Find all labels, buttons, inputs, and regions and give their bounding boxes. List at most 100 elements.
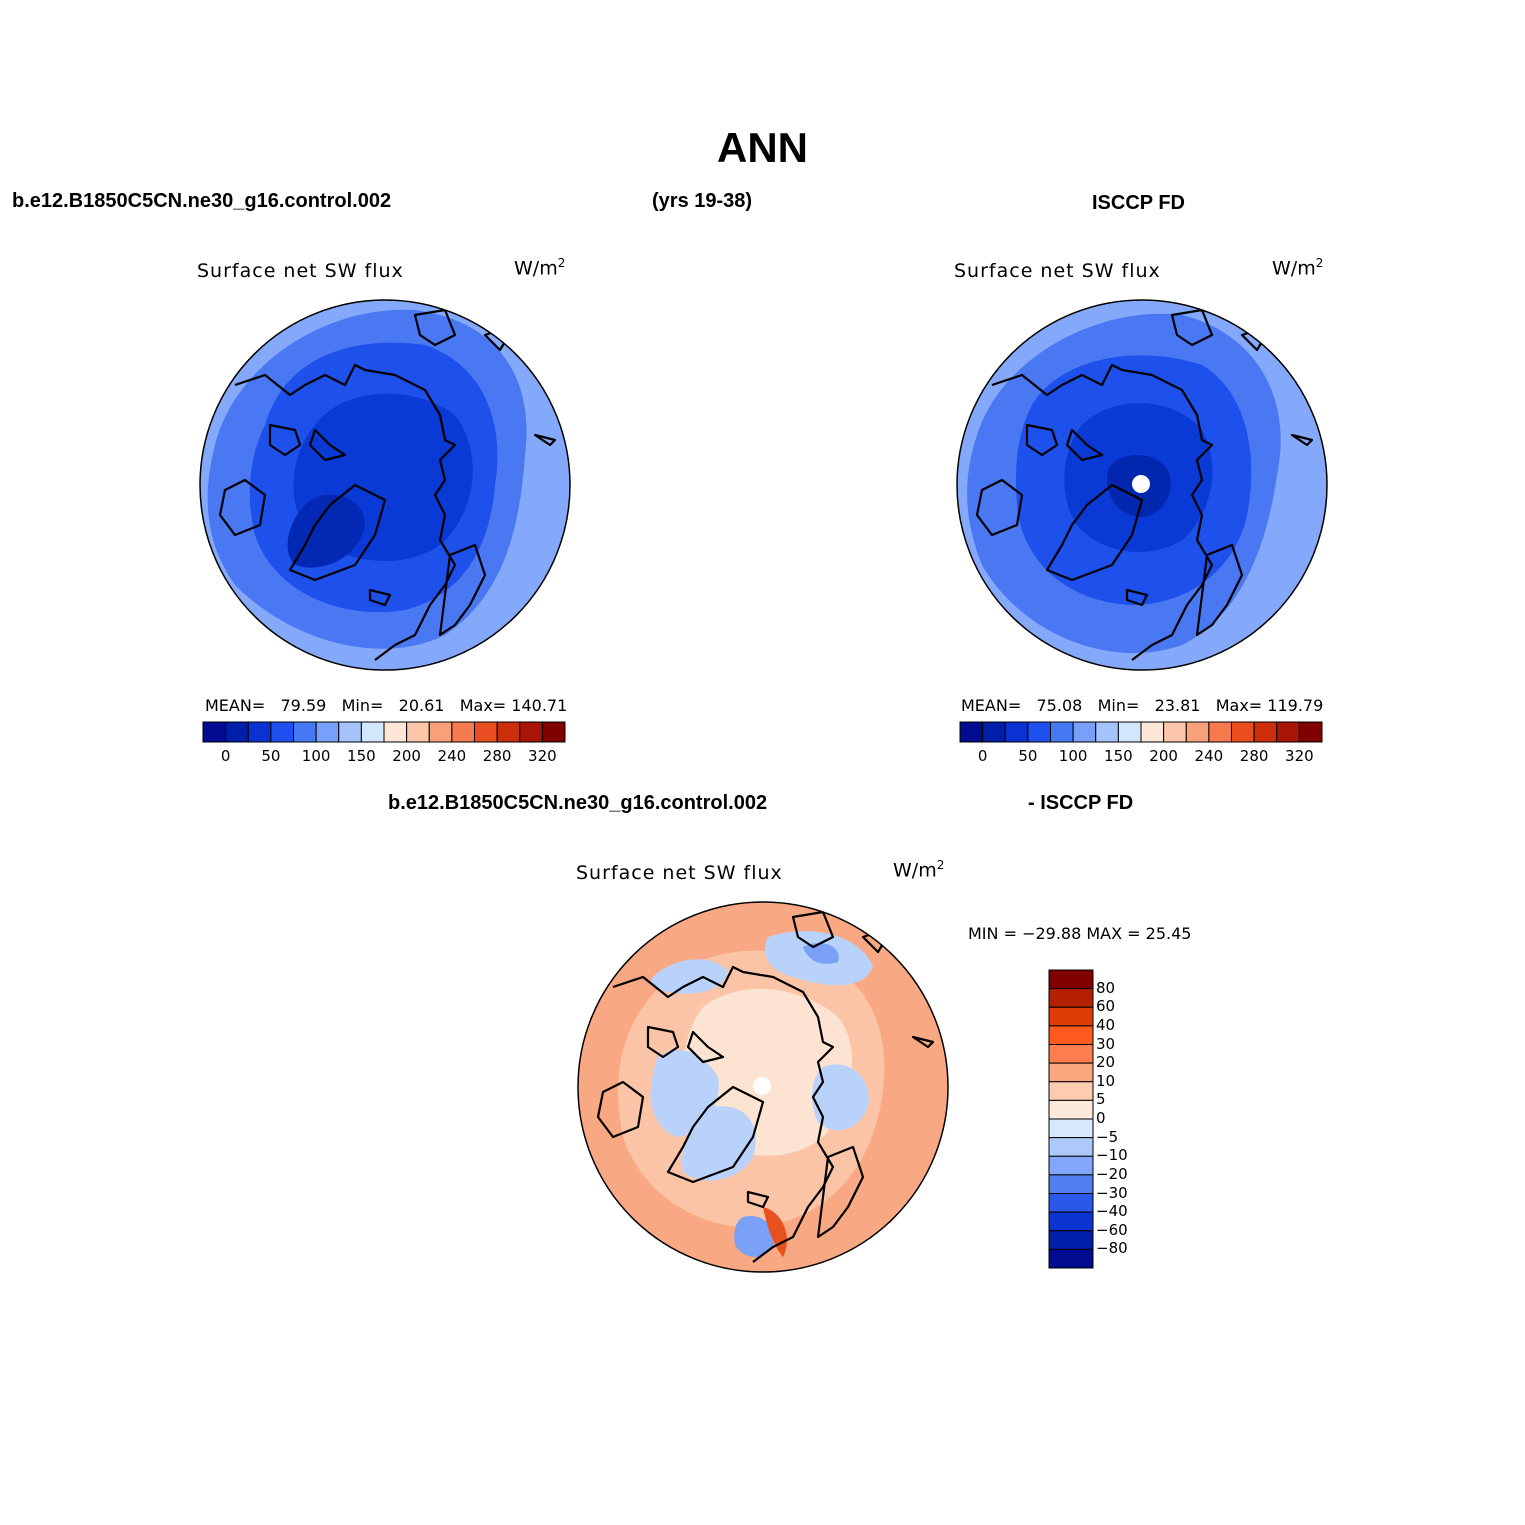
diff-colorbar-swatch — [1048, 1044, 1094, 1064]
colorbar-swatch — [293, 721, 317, 743]
colorbar-swatch — [383, 721, 408, 743]
diff-colorbar-tick-label: 0 — [1096, 1109, 1106, 1127]
colorbar-swatch — [474, 721, 498, 743]
diff-colorbar-swatch — [1048, 1118, 1094, 1139]
colorbar-swatch — [1095, 721, 1119, 743]
diff-units: W/m2 — [893, 858, 945, 882]
diff-colorbar-tick-label: −30 — [1096, 1183, 1128, 1202]
page-title: ANN — [717, 124, 808, 171]
diff-colorbar-tick-label: 40 — [1096, 1015, 1116, 1034]
colorbar-tick-label: 50 — [261, 747, 281, 765]
diff-colorbar-swatch — [1048, 1248, 1094, 1269]
colorbar-swatch — [1253, 721, 1278, 743]
colorbar-swatch — [1072, 721, 1097, 743]
model-stats: MEAN= 79.59 Min= 20.61 Max= 140.71 — [205, 696, 568, 715]
obs-pole-hole — [1132, 475, 1150, 493]
diff-colorbar-tick-label: 30 — [1096, 1034, 1116, 1053]
colorbar-tick-label: 200 — [392, 747, 421, 765]
colorbar-tick-label: 320 — [1285, 747, 1314, 765]
colorbar-swatch — [270, 721, 294, 743]
diff-colorbar-swatch — [1048, 969, 1094, 990]
diff-colorbar-swatch — [1048, 1099, 1094, 1120]
colorbar-swatch — [541, 721, 566, 743]
obs-stats: MEAN= 75.08 Min= 23.81 Max= 119.79 — [961, 696, 1324, 715]
colorbar-swatch — [519, 721, 543, 743]
colorbar-swatch — [1117, 721, 1142, 743]
diff-colorbar-swatch — [1048, 988, 1094, 1008]
diff-colorbar-tick-label: 10 — [1096, 1071, 1116, 1090]
colorbar-swatch — [428, 721, 453, 743]
colorbar-swatch — [406, 721, 430, 743]
diff-minmax: MIN = −29.88 MAX = 25.45 — [968, 924, 1192, 943]
colorbar-tick-label: 320 — [528, 747, 557, 765]
colorbar-tick-label: 150 — [347, 747, 376, 765]
diff-colorbar-swatch — [1048, 1006, 1094, 1027]
colorbar-swatch — [338, 721, 362, 743]
model-polar-map — [199, 299, 571, 671]
diff-colorbar-swatch — [1048, 1081, 1094, 1101]
diff-pole-hole — [753, 1077, 771, 1095]
colorbar-swatch — [202, 721, 227, 743]
diff-colorbar-swatch — [1048, 1174, 1094, 1194]
colorbar-tick-label: 0 — [977, 747, 988, 765]
diff-colorbar-swatch — [1048, 1230, 1094, 1250]
colorbar-swatch — [1208, 721, 1232, 743]
colorbar-tick-label: 100 — [301, 747, 331, 765]
colorbar-swatch — [360, 721, 385, 743]
diff-colorbar-tick-label: −5 — [1096, 1127, 1119, 1146]
obs-variable-title: Surface net SW flux — [954, 260, 1161, 282]
colorbar-tick-label: 240 — [437, 747, 467, 765]
diff-colorbar-tick-label: −20 — [1096, 1164, 1128, 1183]
diff-colorbar-tick-label: 20 — [1096, 1053, 1116, 1072]
diff-colorbar-tick-label: −60 — [1096, 1220, 1128, 1239]
diff-colorbar-swatch — [1048, 1155, 1094, 1176]
colorbar-swatch — [315, 721, 340, 743]
diff-polar-map — [577, 901, 949, 1273]
colorbar-tick-label: 200 — [1149, 747, 1178, 765]
colorbar-swatch — [982, 721, 1006, 743]
colorbar-swatch — [496, 721, 521, 743]
colorbar-swatch — [247, 721, 272, 743]
colorbar-swatch — [1027, 721, 1051, 743]
diff-colorbar-swatch — [1048, 1211, 1094, 1232]
colorbar-swatch — [1163, 721, 1187, 743]
colorbar-tick-label: 280 — [482, 747, 512, 765]
colorbar-tick-label: 150 — [1104, 747, 1133, 765]
colorbar-tick-label: 280 — [1239, 747, 1269, 765]
colorbar-swatch — [1276, 721, 1300, 743]
years-label: (yrs 19-38) — [652, 190, 753, 212]
colorbar-tick-label: 50 — [1018, 747, 1038, 765]
diff-colorbar-tick-label: −80 — [1096, 1239, 1128, 1258]
diff-colorbar-swatch — [1048, 1062, 1094, 1083]
colorbar-tick-label: 100 — [1058, 747, 1088, 765]
diff-colorbar-swatch — [1048, 1025, 1094, 1045]
model-variable-title: Surface net SW flux — [197, 260, 404, 282]
colorbar-swatch — [959, 721, 984, 743]
obs-name-label: ISCCP FD — [1092, 192, 1185, 214]
obs-colorbar — [959, 721, 1323, 743]
colorbar-swatch — [225, 721, 249, 743]
diff-colorbar-tick-label: 5 — [1096, 1090, 1106, 1109]
colorbar-swatch — [1140, 721, 1165, 743]
diff-case-name-label: b.e12.B1850C5CN.ne30_g16.control.002 — [388, 792, 768, 814]
diff-colorbar-swatch — [1048, 1193, 1094, 1213]
diff-colorbar — [1048, 969, 1094, 1269]
diff-colorbar-tick-label: 60 — [1096, 997, 1116, 1016]
colorbar-swatch — [1298, 721, 1323, 743]
obs-units: W/m2 — [1272, 256, 1324, 280]
case-name-label: b.e12.B1850C5CN.ne30_g16.control.002 — [12, 190, 392, 212]
model-units: W/m2 — [514, 256, 566, 280]
colorbar-swatch — [1185, 721, 1210, 743]
diff-variable-title: Surface net SW flux — [576, 862, 783, 884]
colorbar-swatch — [1231, 721, 1255, 743]
diff-colorbar-tick-label: 80 — [1096, 978, 1116, 997]
colorbar-swatch — [451, 721, 475, 743]
diff-colorbar-tick-label: −40 — [1096, 1202, 1128, 1221]
obs-polar-map — [956, 299, 1328, 671]
colorbar-tick-label: 0 — [220, 747, 231, 765]
diff-colorbar-tick-label: −10 — [1096, 1146, 1128, 1165]
colorbar-swatch — [1004, 721, 1029, 743]
colorbar-swatch — [1050, 721, 1074, 743]
model-colorbar — [202, 721, 566, 743]
diff-obs-name-label: - ISCCP FD — [1028, 792, 1134, 814]
